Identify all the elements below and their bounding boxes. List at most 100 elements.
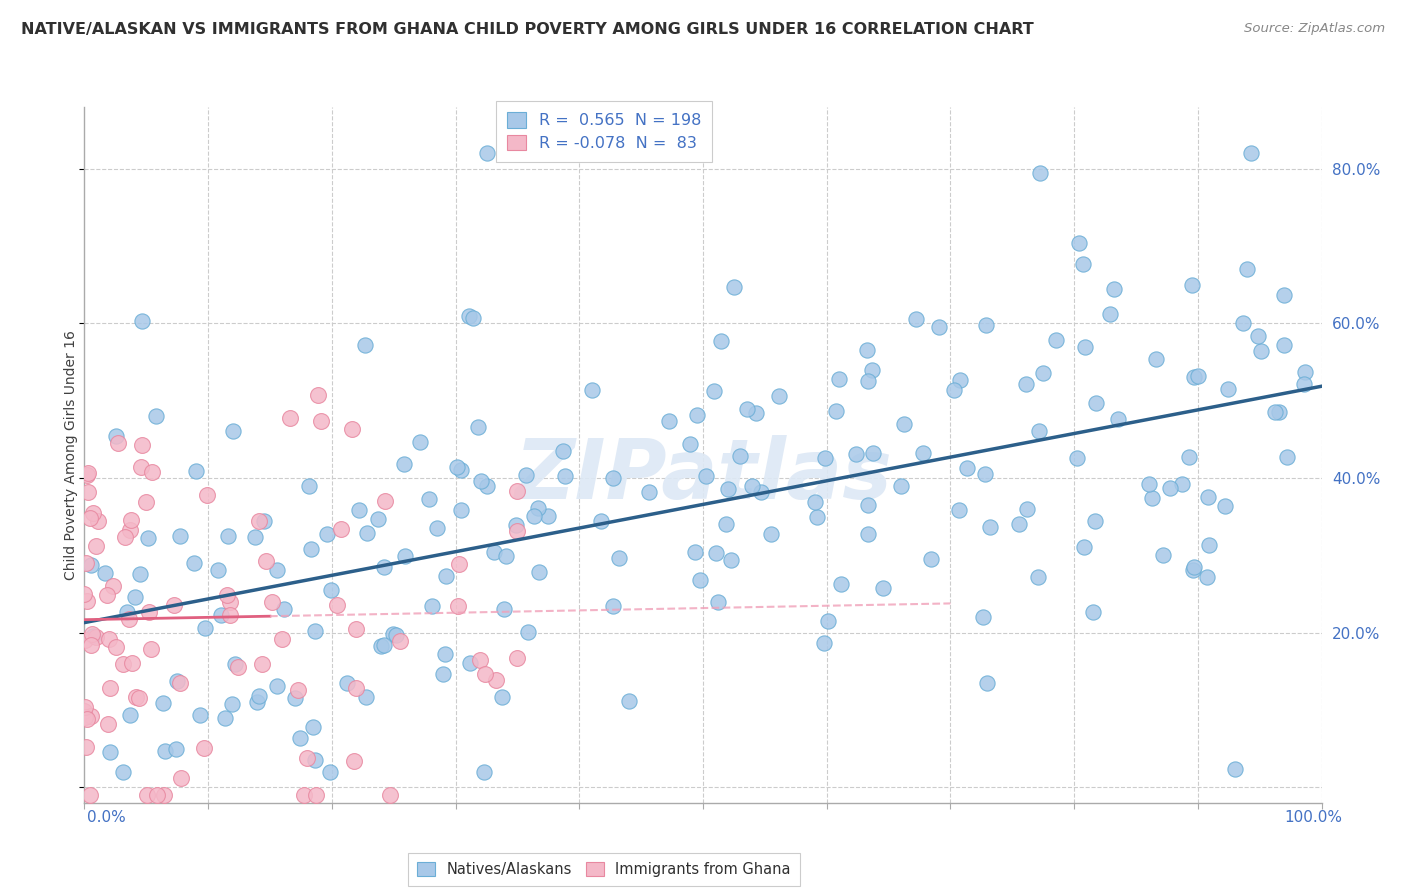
Point [221, 698, 243, 712]
Point [243, 529, 266, 543]
Point [602, 471, 624, 485]
Point [260, 595, 283, 609]
Point [470, 475, 492, 489]
Point [1083, 605, 1105, 619]
Point [97, 716, 120, 731]
Point [129, 567, 152, 582]
Point [1236, 262, 1258, 277]
Point [976, 675, 998, 690]
Point [288, 731, 311, 746]
Point [380, 788, 402, 802]
Point [1152, 549, 1174, 563]
Point [974, 467, 997, 481]
Point [463, 310, 485, 325]
Point [253, 514, 276, 528]
Legend: Natives/Alaskans, Immigrants from Ghana: Natives/Alaskans, Immigrants from Ghana [408, 854, 800, 886]
Point [409, 435, 432, 450]
Point [120, 513, 142, 527]
Point [1177, 450, 1199, 464]
Point [226, 660, 249, 674]
Point [949, 373, 972, 387]
Point [98, 745, 121, 759]
Point [75, 710, 97, 724]
Point [1008, 517, 1031, 532]
Point [79, 708, 101, 723]
Point [329, 522, 352, 536]
Point [679, 437, 702, 451]
Point [1275, 450, 1298, 464]
Point [138, 605, 160, 619]
Point [1137, 476, 1160, 491]
Point [370, 639, 392, 653]
Point [80, 626, 103, 640]
Point [804, 495, 827, 509]
Point [118, 612, 141, 626]
Point [112, 764, 135, 779]
Point [270, 632, 292, 646]
Point [1274, 288, 1296, 302]
Point [1272, 337, 1295, 351]
Point [1142, 491, 1164, 505]
Point [768, 389, 790, 403]
Point [607, 550, 630, 565]
Point [1171, 476, 1194, 491]
Point [956, 460, 979, 475]
Point [219, 607, 242, 622]
Point [723, 280, 745, 294]
Text: NATIVE/ALASKAN VS IMMIGRANTS FROM GHANA CHILD POVERTY AMONG GIRLS UNDER 16 CORRE: NATIVE/ALASKAN VS IMMIGRANTS FROM GHANA … [21, 22, 1033, 37]
Point [447, 599, 470, 614]
Point [342, 422, 364, 436]
Point [447, 557, 470, 571]
Point [373, 560, 395, 574]
Point [1184, 370, 1206, 384]
Text: Source: ZipAtlas.com: Source: ZipAtlas.com [1244, 22, 1385, 36]
Point [434, 569, 457, 583]
Point [254, 554, 277, 568]
Point [135, 788, 157, 802]
Point [141, 642, 163, 657]
Point [858, 374, 880, 388]
Point [825, 404, 848, 418]
Point [1073, 540, 1095, 554]
Point [287, 682, 309, 697]
Point [392, 458, 415, 472]
Point [121, 656, 143, 670]
Point [124, 690, 146, 705]
Point [689, 573, 711, 587]
Point [94, 566, 117, 580]
Point [374, 493, 396, 508]
Point [252, 657, 274, 672]
Point [728, 449, 751, 463]
Point [1073, 340, 1095, 354]
Point [141, 466, 163, 480]
Point [710, 334, 733, 348]
Point [943, 383, 966, 397]
Point [221, 424, 243, 438]
Point [309, 414, 332, 428]
Point [114, 530, 136, 544]
Point [1104, 282, 1126, 296]
Point [432, 667, 454, 681]
Point [385, 627, 408, 641]
Point [475, 146, 498, 161]
Point [98, 681, 121, 695]
Point [872, 581, 894, 595]
Point [735, 401, 758, 416]
Point [554, 468, 576, 483]
Point [184, 464, 207, 478]
Point [131, 314, 153, 328]
Point [356, 690, 378, 705]
Point [1084, 514, 1107, 528]
Point [389, 633, 412, 648]
Point [506, 651, 529, 665]
Point [745, 406, 768, 420]
Point [537, 509, 560, 524]
Point [948, 503, 970, 517]
Point [1264, 404, 1286, 418]
Point [433, 647, 456, 661]
Point [741, 479, 763, 493]
Point [1073, 257, 1095, 271]
Point [1032, 367, 1054, 381]
Point [278, 411, 301, 425]
Point [717, 482, 740, 496]
